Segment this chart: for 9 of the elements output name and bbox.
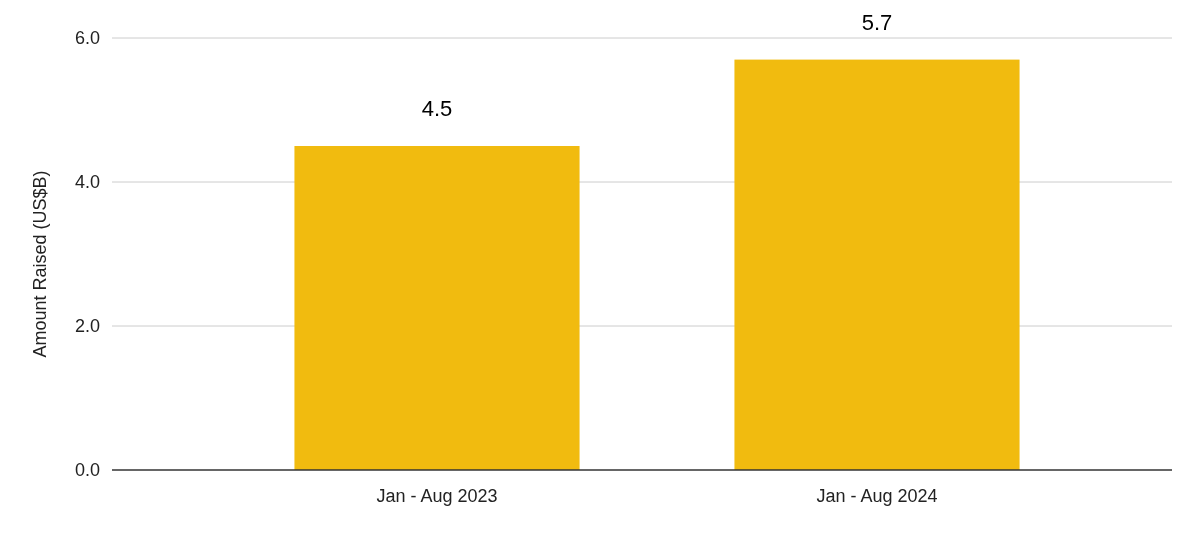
y-tick-label: 0.0	[74, 460, 100, 481]
y-axis-title: Amount Raised (US$B)	[30, 170, 50, 358]
x-tick-label: Jan - Aug 2024	[816, 486, 938, 506]
y-tick-label: 4.0	[74, 172, 100, 193]
y-tick-label: 6.0	[74, 28, 100, 49]
data-label: 5.7	[861, 9, 893, 35]
data-label: 4.5	[421, 96, 453, 121]
x-tick-label: Jan - Aug 2023	[376, 486, 498, 506]
y-tick-label: 2.0	[74, 316, 100, 337]
